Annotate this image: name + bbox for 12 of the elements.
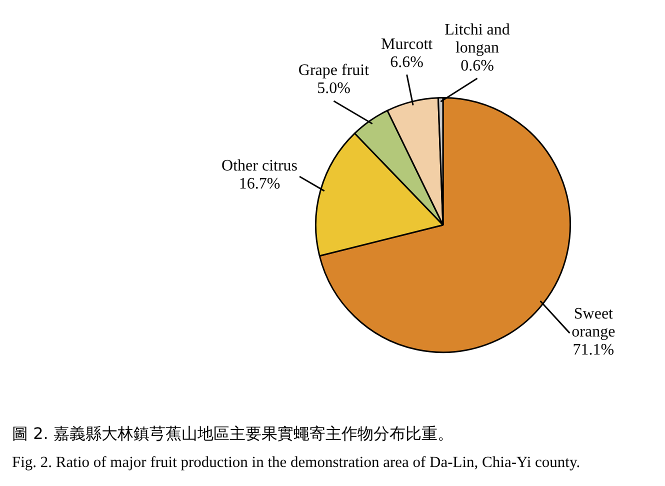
- slice-label: Other citrus: [222, 158, 298, 175]
- text: 圖 2. 嘉義縣大林鎮芎蕉山地區主要果實蠅寄主作物分布比重。: [12, 424, 454, 445]
- text: Fig. 2. Ratio of major fruit production in the demonstration area of Da-Lin, Chia-Yi county.: [12, 454, 580, 472]
- data-label: 16.7%: [238, 176, 280, 193]
- data-label: 71.1%: [572, 341, 614, 358]
- slice-label: Murcott: [381, 36, 434, 53]
- slice-label: Grape fruit: [298, 62, 370, 80]
- slice-label: Sweet orange: [572, 305, 616, 340]
- data-label: 5.0%: [317, 80, 350, 98]
- slice-label: Litchi and longan: [444, 22, 510, 57]
- data-label: 0.6%: [460, 58, 494, 75]
- data-label: 6.6%: [390, 54, 424, 71]
